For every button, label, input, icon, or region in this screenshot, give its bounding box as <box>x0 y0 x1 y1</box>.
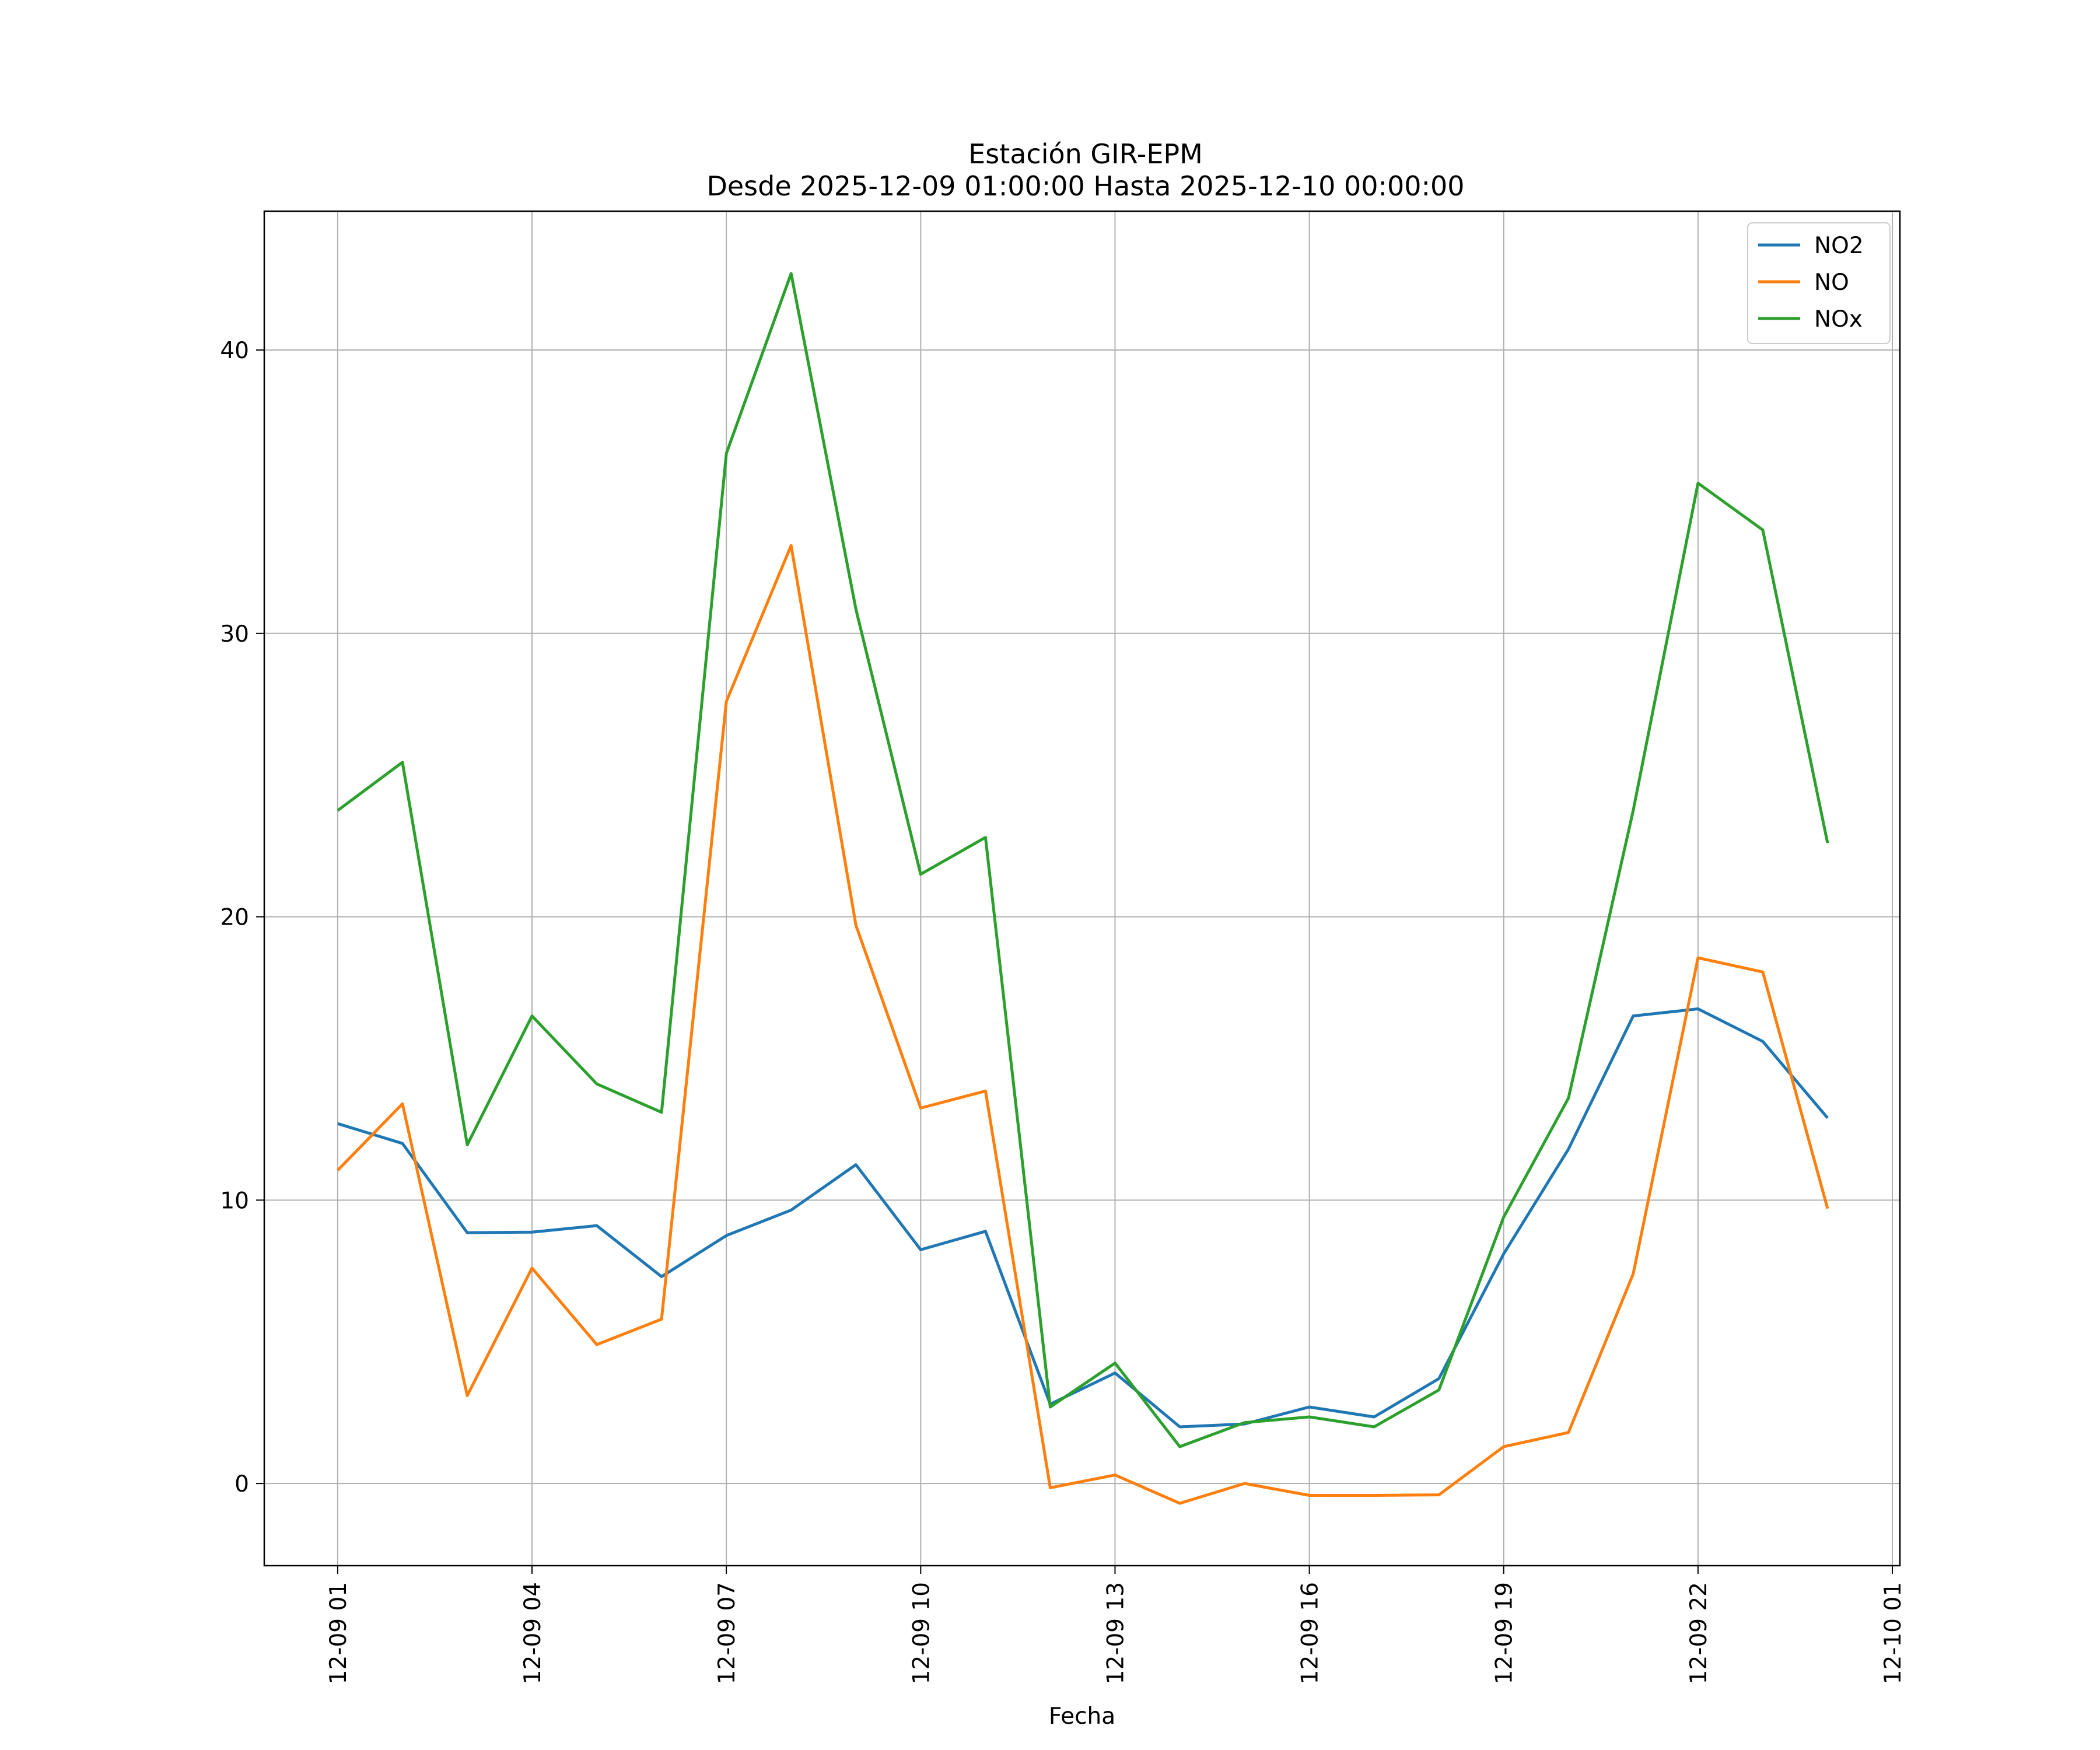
y-tick-label: 30 <box>220 621 249 648</box>
legend-box <box>1747 222 1891 344</box>
x-tick-label: 12-09 16 <box>1297 1582 1324 1684</box>
legend: NO2 NO NOx <box>1747 222 1891 344</box>
x-tick-label: 12-09 13 <box>1102 1582 1129 1684</box>
plot-frame <box>263 210 1901 1567</box>
ticks: 12-09 01 12-09 04 12-09 07 12-09 10 12-09 13… <box>220 338 1906 1684</box>
legend-label: NO2 <box>1814 233 1864 259</box>
x-tick-label: 12-09 04 <box>520 1582 546 1684</box>
series-line-nox <box>337 272 1829 1448</box>
legend-label: NO <box>1814 270 1849 296</box>
x-tick-label: 12-09 19 <box>1492 1582 1518 1684</box>
legend-label: NOx <box>1814 306 1863 332</box>
series-group <box>337 272 1829 1505</box>
x-tick-label: 12-09 22 <box>1686 1582 1712 1684</box>
series-line-no2 <box>337 1007 1829 1429</box>
x-tick-label: 12-09 01 <box>326 1582 352 1684</box>
y-tick-label: 40 <box>220 338 249 364</box>
x-axis-label: Fecha <box>1049 1703 1115 1730</box>
x-tick-label: 12-09 10 <box>908 1582 935 1684</box>
x-tick-label: 12-09 07 <box>714 1582 740 1684</box>
chart-subtitle: Desde 2025-12-09 01:00:00 Hasta 2025-12-… <box>706 170 1464 202</box>
y-tick-label: 10 <box>220 1188 249 1214</box>
y-tick-label: 0 <box>235 1471 249 1497</box>
y-tick-label: 20 <box>220 905 249 931</box>
chart-title: Estación GIR-EPM <box>968 138 1203 170</box>
x-tick-label: 12-10 01 <box>1880 1582 1906 1684</box>
series-line-no <box>337 544 1829 1505</box>
grid <box>264 211 1900 1566</box>
